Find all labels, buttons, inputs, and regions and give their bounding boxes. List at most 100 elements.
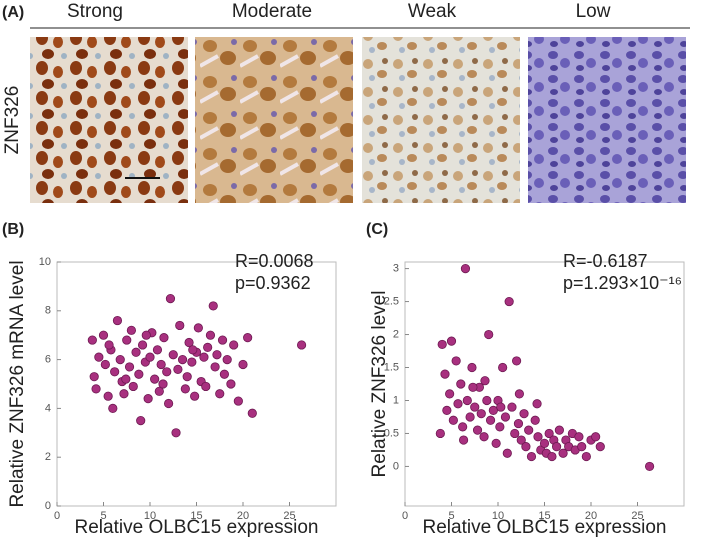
point	[212, 350, 222, 360]
point	[87, 335, 97, 345]
point	[468, 382, 478, 392]
x-tick-label: 10	[492, 510, 504, 522]
point	[226, 379, 236, 389]
plot-frame	[56, 261, 337, 507]
point	[124, 362, 135, 372]
point	[502, 448, 512, 458]
y-tick-label: 2	[393, 328, 399, 340]
point	[182, 372, 192, 382]
point	[519, 409, 529, 419]
point	[94, 352, 104, 362]
point	[134, 369, 144, 379]
y-axis-label: Relative ZNF326 mRNA level	[7, 260, 28, 507]
point	[482, 395, 492, 406]
point	[91, 384, 101, 394]
y-tick-label: 0	[45, 500, 51, 512]
annotation: p=1.293×10⁻¹⁶	[563, 273, 682, 293]
point	[229, 340, 239, 350]
point	[104, 340, 114, 350]
point	[243, 333, 253, 343]
point	[89, 372, 99, 382]
y-tick-label: 10	[39, 256, 51, 268]
micrograph	[362, 37, 520, 203]
point	[110, 367, 120, 377]
point	[177, 354, 188, 365]
point	[208, 301, 218, 311]
point	[504, 296, 514, 307]
annotation: p=0.9362	[235, 273, 311, 293]
point	[448, 415, 458, 425]
x-tick-label: 0	[402, 510, 408, 522]
point	[472, 425, 483, 435]
annotation: R=-0.6187	[563, 251, 648, 271]
point	[128, 381, 138, 392]
point	[137, 340, 148, 350]
point	[131, 347, 141, 357]
point	[544, 428, 554, 439]
point	[152, 345, 163, 355]
point	[577, 442, 587, 452]
point	[533, 432, 543, 442]
point	[154, 386, 164, 396]
point	[180, 384, 190, 394]
point	[247, 408, 257, 418]
point	[201, 381, 211, 392]
point	[145, 352, 155, 362]
point	[205, 330, 216, 340]
point	[296, 340, 307, 350]
x-tick-label: 25	[631, 510, 643, 522]
panel-label: (C)	[366, 221, 388, 238]
point	[215, 389, 225, 399]
point	[168, 350, 178, 360]
point	[115, 354, 125, 365]
point	[524, 425, 534, 435]
point	[159, 333, 169, 343]
x-axis-label: Relative OLBC15 expression	[75, 517, 319, 538]
point	[219, 369, 229, 379]
point	[199, 352, 209, 362]
point	[173, 364, 183, 374]
point	[440, 369, 450, 379]
point	[164, 398, 174, 409]
y-tick-label: 3	[393, 263, 399, 275]
point	[485, 415, 496, 425]
y-tick-label: 2.5	[384, 295, 399, 307]
point	[446, 336, 457, 346]
point	[222, 354, 232, 365]
point	[496, 402, 506, 412]
y-tick-label: 1.5	[384, 361, 399, 373]
point	[100, 359, 110, 370]
point	[581, 451, 591, 462]
x-tick-label: 10	[144, 510, 156, 522]
point	[491, 438, 501, 448]
point	[435, 428, 445, 439]
micrograph	[528, 37, 686, 203]
point	[98, 330, 109, 340]
y-tick-label: 0	[393, 460, 399, 472]
point	[188, 345, 198, 355]
x-tick-label: 15	[538, 510, 550, 522]
point	[498, 362, 508, 373]
micrograph	[30, 37, 188, 203]
y-tick-label: 6	[45, 354, 51, 366]
y-axis-label: Relative ZNF326 level	[369, 291, 390, 478]
plot-frame	[404, 261, 685, 507]
point	[158, 379, 168, 389]
point	[217, 335, 228, 345]
point	[644, 461, 655, 472]
point	[476, 409, 486, 419]
x-tick-label: 25	[283, 510, 295, 522]
point	[108, 403, 118, 413]
micrograph	[195, 37, 353, 203]
point	[479, 432, 489, 442]
point	[143, 394, 153, 404]
point	[187, 357, 197, 367]
column-header: Moderate	[232, 1, 312, 22]
point	[442, 405, 452, 415]
point	[451, 356, 461, 366]
point	[112, 315, 123, 326]
point	[453, 399, 463, 409]
point	[437, 339, 447, 350]
annotation: R=0.0068	[235, 251, 314, 271]
y-tick-label: 0.5	[384, 427, 399, 439]
